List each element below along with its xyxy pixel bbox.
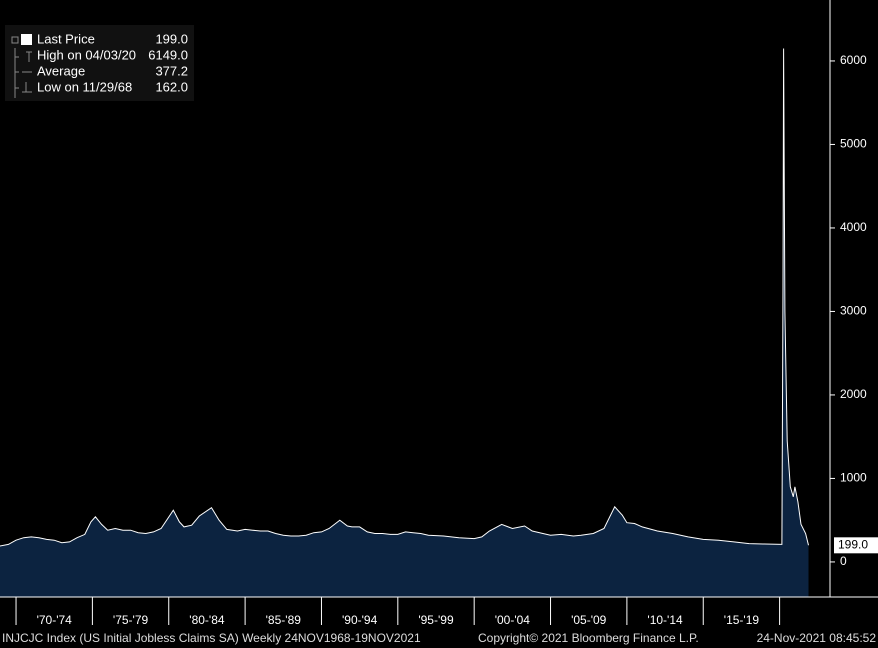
x-tick-label: '95-'99: [418, 613, 454, 627]
footer-source: INJCJC Index (US Initial Jobless Claims …: [2, 631, 421, 645]
legend-icons: [11, 36, 32, 98]
x-tick-label: '85-'89: [266, 613, 302, 627]
legend-label: High on 04/03/20: [37, 47, 136, 62]
x-tick-label: '75-'79: [113, 613, 149, 627]
y-tick-label: 1000: [840, 471, 867, 485]
legend-label: Last Price: [37, 31, 95, 46]
y-tick-label: 5000: [840, 137, 867, 151]
legend-label: Low on 11/29/68: [37, 79, 132, 94]
line: [0, 48, 809, 547]
area: [0, 48, 809, 597]
x-tick-label: '10-'14: [647, 613, 683, 627]
y-tick-label: 3000: [840, 304, 867, 318]
x-tick-label: '15-'19: [724, 613, 760, 627]
legend-box: [5, 25, 194, 101]
footer-copyright: Copyright© 2021 Bloomberg Finance L.P.: [478, 631, 699, 645]
legend-value: 6149.0: [148, 47, 188, 62]
last-value-label: 199.0: [838, 537, 868, 551]
legend-value: 377.2: [155, 63, 188, 78]
x-tick-label: '05-'09: [571, 613, 607, 627]
y-tick-label: 2000: [840, 387, 867, 401]
legend-value: 162.0: [155, 79, 188, 94]
x-tick-label: '90-'94: [342, 613, 378, 627]
legend-value: 199.0: [155, 31, 188, 46]
plot-area: [0, 48, 809, 597]
y-tick-label: 4000: [840, 220, 867, 234]
footer-timestamp: 24-Nov-2021 08:45:52: [757, 631, 877, 645]
last-value-tag: [834, 537, 878, 554]
x-tick-label: '00-'04: [495, 613, 531, 627]
legend-label: Average: [37, 63, 85, 78]
x-tick-label: '80-'84: [189, 613, 225, 627]
x-tick-label: '70-'74: [37, 613, 73, 627]
y-tick-label: 6000: [840, 53, 867, 67]
legend-swatch: [21, 34, 32, 45]
y-tick-label: 0: [840, 554, 847, 568]
